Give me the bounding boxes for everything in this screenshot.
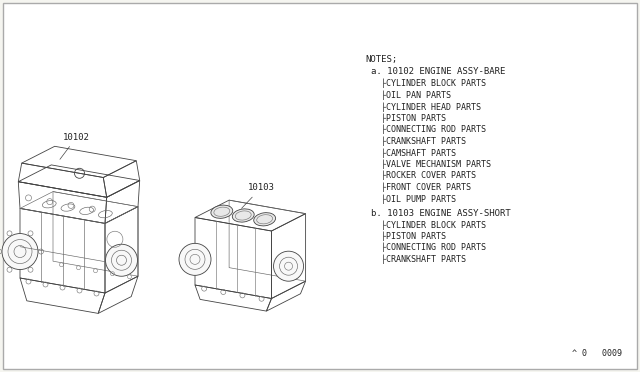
- Text: ├FRONT COVER PARTS: ├FRONT COVER PARTS: [381, 183, 471, 192]
- Text: a. 10102 ENGINE ASSY-BARE: a. 10102 ENGINE ASSY-BARE: [371, 67, 506, 77]
- Ellipse shape: [211, 205, 233, 218]
- Text: ├CYLINDER BLOCK PARTS: ├CYLINDER BLOCK PARTS: [381, 220, 486, 230]
- Text: ├PISTON PARTS: ├PISTON PARTS: [381, 113, 446, 123]
- Ellipse shape: [232, 209, 254, 222]
- Text: 10102: 10102: [60, 132, 90, 159]
- Text: NOTES;: NOTES;: [365, 55, 397, 64]
- Text: ├OIL PUMP PARTS: ├OIL PUMP PARTS: [381, 194, 456, 203]
- Text: ├ROCKER COVER PARTS: ├ROCKER COVER PARTS: [381, 171, 476, 180]
- Text: ^ 0   0009: ^ 0 0009: [572, 349, 622, 358]
- Text: ├PISTON PARTS: ├PISTON PARTS: [381, 231, 446, 241]
- Text: ├VALVE MECHANISM PARTS: ├VALVE MECHANISM PARTS: [381, 160, 491, 169]
- Text: ├CYLINDER BLOCK PARTS: ├CYLINDER BLOCK PARTS: [381, 79, 486, 89]
- Text: ├CAMSHAFT PARTS: ├CAMSHAFT PARTS: [381, 148, 456, 157]
- Ellipse shape: [253, 213, 276, 226]
- Text: 10103: 10103: [241, 183, 275, 208]
- Text: ├OIL PAN PARTS: ├OIL PAN PARTS: [381, 90, 451, 100]
- Text: ├CRANKSHAFT PARTS: ├CRANKSHAFT PARTS: [381, 254, 466, 264]
- Text: ├CRANKSHAFT PARTS: ├CRANKSHAFT PARTS: [381, 137, 466, 146]
- Text: ├CONNECTING ROD PARTS: ├CONNECTING ROD PARTS: [381, 243, 486, 253]
- Text: ├CONNECTING ROD PARTS: ├CONNECTING ROD PARTS: [381, 125, 486, 135]
- Text: b. 10103 ENGINE ASSY-SHORT: b. 10103 ENGINE ASSY-SHORT: [371, 208, 511, 218]
- Circle shape: [2, 234, 38, 270]
- Text: ├CYLINDER HEAD PARTS: ├CYLINDER HEAD PARTS: [381, 102, 481, 112]
- Circle shape: [179, 243, 211, 275]
- Circle shape: [273, 251, 303, 281]
- Circle shape: [106, 244, 138, 276]
